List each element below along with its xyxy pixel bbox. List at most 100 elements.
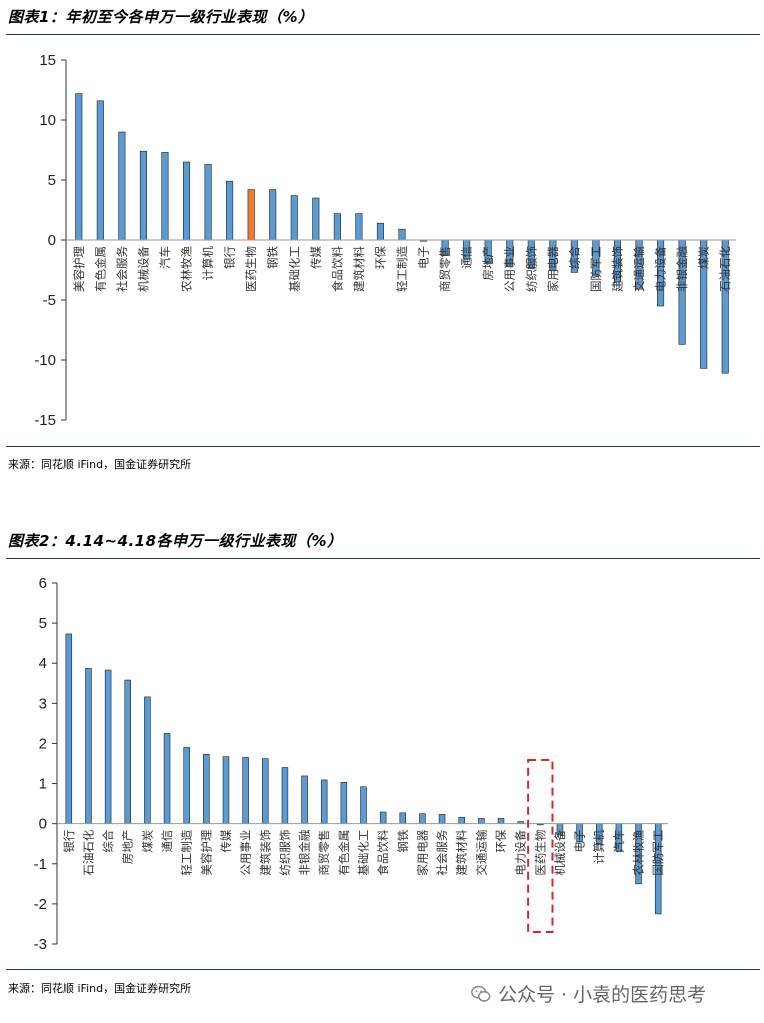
y-tick-label: -10 [34,352,56,369]
category-label: 传媒 [219,829,233,852]
category-label: 医药生物 [244,246,258,292]
category-label: 建筑装饰 [258,830,272,876]
bar-美容护理 [75,93,83,241]
bar-环保 [497,818,505,824]
chart2-source: 来源：同花顺 iFind，国金证券研究所 [8,982,192,995]
y-tick-label: -1 [34,856,47,873]
wechat-icon [471,985,491,1002]
category-label: 石油石化 [81,829,95,875]
category-label: 有色金属 [93,246,107,292]
category-label: 综合 [567,246,581,269]
bar-非银金融 [301,775,308,824]
bar-轻工制造 [183,747,190,824]
bar-钢铁 [269,189,277,241]
bar-钢铁 [399,812,407,824]
category-label: 煤炭 [140,830,154,853]
category-label: 基础化工 [287,246,301,292]
bar-石油石化 [85,668,92,824]
category-label: 家用电器 [546,246,560,292]
chart1-svg: -15 -10 -5 0 5 10 15 美容护理 有色金属 社会服务 机械设备 汽车 农林牧渔 计算机银… [34,52,736,429]
category-label: 环保 [373,246,387,269]
category-label: 食品饮料 [376,829,390,875]
category-label: 石油石化 [718,246,732,292]
category-label: 钢铁 [266,246,280,269]
category-label: 汽车 [612,830,626,853]
bar-环保 [376,222,384,241]
bar-有色金属 [96,100,104,241]
category-label: 纺织服饰 [524,246,538,292]
y-tick-label: 5 [39,615,47,632]
category-label: 交通运输 [474,829,488,875]
y-tick-label: 3 [39,695,47,712]
watermark: 公众号 · 小袁的医药思考 [470,980,706,1007]
bar-综合 [104,669,112,824]
y-tick-label: -15 [34,412,56,429]
bar-基础化工 [290,195,298,241]
bar-家用电器 [419,813,426,824]
watermark-text: 公众号 · 小袁的医药思考 [498,984,707,1006]
category-label: 房地产 [121,830,135,865]
bar-食品饮料 [379,811,387,824]
category-label: 银行 [62,830,76,853]
chart1-bottom-rule [6,446,760,447]
category-label: 环保 [494,829,508,852]
y-tick-label: 15 [39,52,56,69]
y-tick-label: 5 [48,172,56,189]
category-label: 汽车 [158,246,172,269]
y-tick-label: -3 [34,936,47,953]
bar-医药生物 [247,189,255,241]
bar-房地产 [124,679,132,824]
category-label: 国防军工 [589,246,603,292]
bar-通信 [163,733,171,824]
y-tick-label: -5 [43,292,56,309]
bar-商贸零售 [320,779,328,824]
bar-交通运输 [478,818,485,824]
chart2-svg: -3 -2 -1 0 1 2 3 4 5 6 银行 石油石化 综合 房地产 煤炭 通信 轻工制造 美容护理 传媒 公用… [34,575,668,953]
category-label: 计算机 [201,246,215,281]
category-label: 建筑材料 [455,829,469,875]
category-label: 公用事业 [503,246,517,292]
bar-计算机 [204,164,212,241]
category-label: 商贸零售 [317,830,331,876]
y-tick-label: -2 [34,896,47,913]
category-label: 国防军工 [651,830,665,876]
bar-建筑材料 [355,213,363,241]
bar-食品饮料 [333,213,341,241]
chart1-top-rule [6,34,760,35]
y-tick-label: 10 [39,112,56,129]
category-label: 电力设备 [654,246,668,292]
category-label: 机械设备 [136,246,150,292]
category-label: 计算机 [592,829,606,864]
bar-传媒 [222,756,230,824]
y-tick-label: 0 [39,816,47,833]
category-label: 农林牧渔 [180,246,194,292]
category-label: 通信 [160,830,174,853]
bar-汽车 [161,152,169,241]
bar-轻工制造 [398,228,406,241]
category-label: 建筑装饰 [610,246,624,292]
bar-美容护理 [203,753,210,824]
y-tick-label: 1 [39,776,47,793]
bar-有色金属 [340,782,348,824]
category-label: 轻工制造 [395,246,409,292]
bar-机械设备 [139,150,147,241]
bar-社会服务 [118,131,126,241]
category-label: 电子 [417,246,431,269]
bar-纺织服饰 [281,767,289,824]
category-label: 有色金属 [337,830,351,876]
category-label: 公用事业 [239,830,253,876]
chart2-top-rule [6,558,760,559]
category-label: 非银金融 [298,829,312,875]
y-tick-label: 4 [39,655,47,672]
category-label: 纺织服饰 [278,830,292,876]
category-label: 非银金融 [675,246,689,292]
bar-银行 [226,180,234,241]
bar-基础化工 [360,786,367,824]
bar-公用事业 [242,757,249,824]
bar-农林牧渔 [182,161,191,241]
category-label: 综合 [101,829,115,852]
category-label: 美容护理 [72,246,86,292]
category-label: 通信 [460,246,474,269]
y-tick-label: 6 [39,575,47,592]
bar-银行 [65,633,73,824]
